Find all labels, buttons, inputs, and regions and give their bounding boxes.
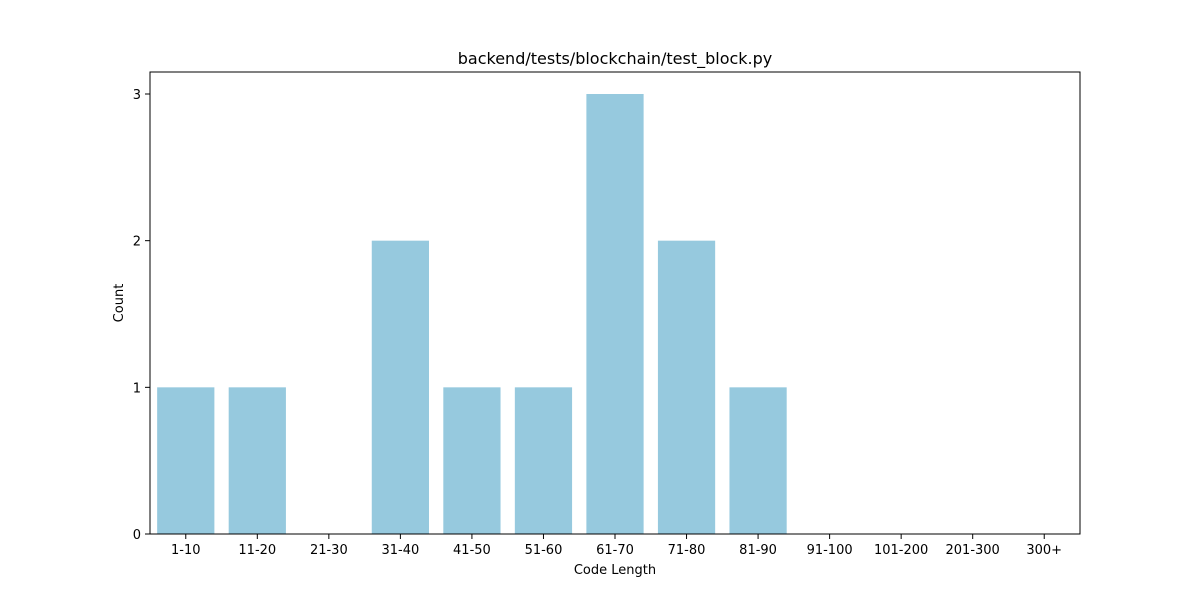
bars-layer: [157, 94, 787, 534]
x-tick-label: 11-20: [238, 543, 276, 558]
y-tick-label: 0: [133, 528, 141, 543]
x-tick-label: 41-50: [453, 543, 491, 558]
y-tick-label: 3: [133, 88, 141, 103]
bar-11-20: [228, 387, 286, 534]
x-tick-label: 201-300: [946, 543, 1000, 558]
bar-71-80: [657, 240, 716, 534]
x-tick-label: 51-60: [525, 543, 563, 558]
bar-31-40: [371, 240, 429, 534]
y-tick-label: 2: [133, 235, 141, 250]
x-tick-label: 21-30: [310, 543, 348, 558]
x-tick-label: 31-40: [381, 543, 419, 558]
bar-41-50: [443, 387, 501, 534]
x-tick-label: 71-80: [668, 543, 706, 558]
y-tick-label: 1: [133, 381, 141, 396]
x-axis-label: Code Length: [574, 563, 656, 578]
y-axis-label: Count: [112, 284, 127, 323]
chart-title: backend/tests/blockchain/test_block.py: [458, 49, 773, 69]
x-tick-label: 101-200: [874, 543, 928, 558]
x-tick-label: 1-10: [171, 543, 201, 558]
bar-81-90: [729, 387, 787, 534]
y-axis-ticks: 0 1 2 3: [133, 88, 150, 543]
bar-1-10: [157, 387, 215, 534]
x-tick-label: 81-90: [739, 543, 777, 558]
x-axis-ticks: 1-10 11-20 21-30 31-40 41-50 51-60 61-70 71-80 8…: [171, 534, 1062, 558]
x-tick-label: 61-70: [596, 543, 634, 558]
bar-51-60: [514, 387, 573, 534]
x-tick-label: 300+: [1026, 543, 1062, 558]
bar-61-70: [586, 94, 644, 534]
x-tick-label: 91-100: [807, 543, 853, 558]
